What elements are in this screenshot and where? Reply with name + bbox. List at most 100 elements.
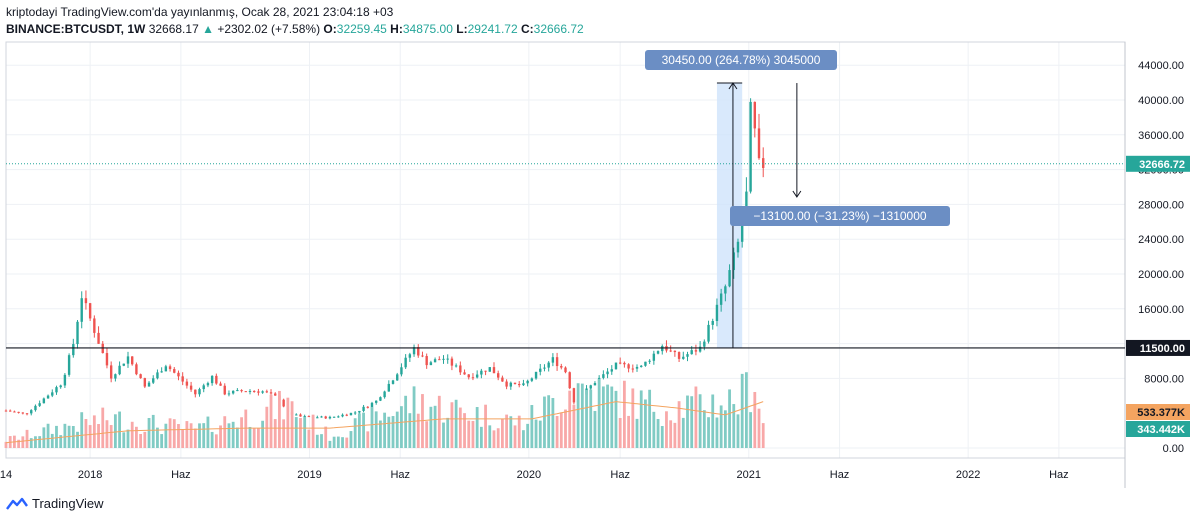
candle-body xyxy=(257,391,260,393)
volume-bar xyxy=(555,415,559,448)
gain-annotation-label-box xyxy=(645,50,837,70)
candle-body xyxy=(404,357,407,368)
candle-body xyxy=(433,359,437,363)
price-change: +2302.02 (+7.58%) xyxy=(217,22,321,36)
low-value: 29241.72 xyxy=(467,22,518,36)
candle-body xyxy=(757,128,761,159)
candle-body xyxy=(640,365,643,367)
last-price-badge: 32666.72 xyxy=(1139,159,1185,171)
candle-body xyxy=(173,369,176,373)
volume-bar xyxy=(576,383,580,448)
candle-body xyxy=(332,416,336,418)
candle-body xyxy=(139,374,142,379)
volume-bar xyxy=(580,383,584,448)
candle-body xyxy=(501,377,504,382)
candle-body xyxy=(475,374,479,378)
volume-bar xyxy=(135,426,138,448)
volume-bar xyxy=(639,390,643,448)
candle-body xyxy=(391,380,395,384)
volume-bar xyxy=(669,420,673,448)
candle-body xyxy=(337,416,340,418)
volume-bar xyxy=(711,394,715,448)
candle-body xyxy=(610,369,613,372)
volume-bar xyxy=(475,407,479,448)
volume-bar xyxy=(660,426,664,448)
candle-body xyxy=(686,354,689,357)
volume-bar xyxy=(46,423,50,448)
volume-bar xyxy=(126,429,130,448)
volume-bar xyxy=(463,413,466,448)
volume-bar xyxy=(76,431,79,448)
volume-bar xyxy=(526,423,530,448)
candle-body xyxy=(568,372,571,389)
volume-bar xyxy=(324,426,328,448)
volume-bar xyxy=(379,420,382,448)
candle-body xyxy=(299,414,302,417)
candle-body xyxy=(307,416,311,418)
candle-body xyxy=(551,357,555,363)
candle-body xyxy=(694,350,698,352)
candle-body xyxy=(732,252,735,271)
volume-bar xyxy=(400,406,403,448)
volume-bar xyxy=(63,423,67,448)
volume-bar xyxy=(673,422,677,448)
volume-bar xyxy=(614,390,618,448)
volume-bar xyxy=(198,423,201,448)
price-axis-label: 16000.00 xyxy=(1138,304,1184,316)
high-value: 34875.00 xyxy=(402,22,453,36)
candle-body xyxy=(97,332,100,344)
symbol-name[interactable]: BINANCE:BTCUSDT, 1W xyxy=(6,22,146,36)
volume-bar xyxy=(362,412,365,448)
high-label: H: xyxy=(390,22,403,36)
volume-bar xyxy=(269,394,273,448)
volume-bar xyxy=(707,417,710,448)
volume-bar xyxy=(513,425,517,448)
candle-body xyxy=(661,346,664,352)
candle-body xyxy=(396,374,399,381)
volume-bar xyxy=(21,436,25,448)
drawdown-annotation-label-box xyxy=(730,206,950,226)
candle-body xyxy=(210,375,214,384)
candle-body xyxy=(446,358,449,360)
volume-bar xyxy=(517,415,521,448)
footer: TradingView xyxy=(6,496,104,511)
volume-bar xyxy=(84,419,88,448)
candle-body xyxy=(46,395,50,399)
volume-bar xyxy=(492,430,496,448)
candle-body xyxy=(648,360,651,362)
volume-bar xyxy=(761,423,765,448)
candle-body xyxy=(152,378,155,383)
volume-badge: 343.442K xyxy=(1137,424,1185,436)
up-arrow-icon: ▲ xyxy=(202,22,214,36)
tradingview-logo-icon xyxy=(6,497,28,510)
candle-body xyxy=(202,385,205,390)
price-axis-label: 24000.00 xyxy=(1138,234,1184,246)
brand-name[interactable]: TradingView xyxy=(32,496,104,511)
candle-body xyxy=(496,373,500,378)
volume-bar xyxy=(744,372,748,448)
candle-body xyxy=(762,158,765,168)
candle-body xyxy=(429,362,433,366)
candle-body xyxy=(467,374,470,378)
candle-body xyxy=(459,365,462,373)
candle-body xyxy=(76,321,79,345)
last-price-value: 32668.17 xyxy=(148,22,199,36)
volume-bar xyxy=(568,390,572,448)
volume-bar xyxy=(101,407,105,448)
volume-bar xyxy=(408,413,412,448)
volume-bar xyxy=(294,417,298,448)
volume-bar xyxy=(547,395,551,448)
price-axis-label: 40000.00 xyxy=(1138,95,1184,107)
candle-body xyxy=(185,381,189,386)
candle-body xyxy=(194,389,197,395)
volume-bar xyxy=(193,428,197,448)
candle-body xyxy=(442,358,445,360)
volume-bar xyxy=(719,405,723,448)
candle-body xyxy=(223,385,226,395)
volume-bar xyxy=(467,420,471,448)
volume-bar xyxy=(665,411,668,448)
volume-bar xyxy=(644,399,647,448)
volume-bar xyxy=(130,421,134,448)
volume-bar xyxy=(728,389,731,448)
